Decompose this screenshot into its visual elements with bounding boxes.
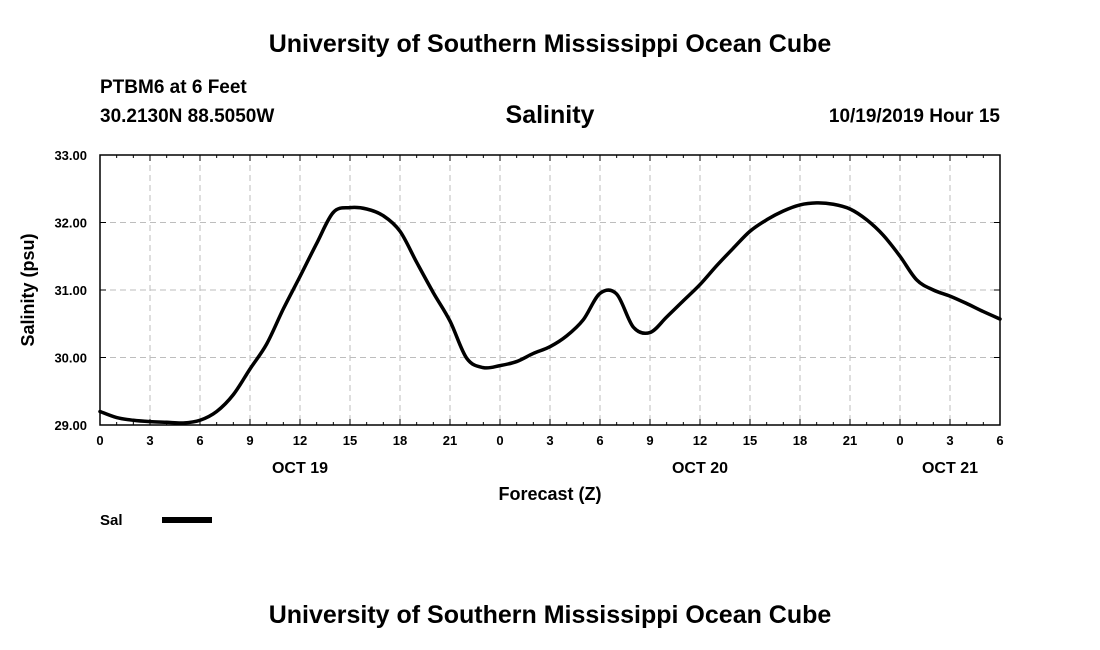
x-tick-label: 0 [896, 433, 903, 448]
page-title: University of Southern Mississippi Ocean… [268, 30, 832, 58]
series-layer [98, 201, 1002, 425]
date-label: OCT 19 [272, 460, 328, 477]
date-label: OCT 20 [672, 460, 728, 477]
forecast-timestamp: 10/19/2019 Hour 15 [828, 106, 1000, 127]
legend-label: Sal [100, 512, 123, 529]
y-tick-label: 33.00 [54, 148, 87, 163]
x-tick-label: 15 [743, 433, 757, 448]
x-tick-label: 15 [343, 433, 357, 448]
x-tick-label: 9 [646, 433, 653, 448]
x-tick-label: 3 [946, 433, 953, 448]
x-tick-label: 12 [293, 433, 307, 448]
x-tick-label: 21 [843, 433, 857, 448]
x-tick-label: 3 [146, 433, 153, 448]
x-tick-label: 21 [443, 433, 457, 448]
date-label: OCT 21 [922, 460, 978, 477]
x-tick-label: 0 [496, 433, 503, 448]
station-name: PTBM6 at 6 Feet [100, 77, 247, 98]
x-tick-label: 6 [996, 433, 1003, 448]
series-line-sal [98, 201, 1002, 425]
x-tick-label: 6 [196, 433, 203, 448]
x-tick-label: 6 [596, 433, 603, 448]
tick-labels: 0 3 6 9 12 15 18 21 0 3 6 9 12 15 18 21 0 3 6 29.00 30.00 31.… [54, 148, 1003, 477]
x-tick-label: 18 [793, 433, 807, 448]
x-tick-label: 9 [246, 433, 253, 448]
y-tick-label: 29.00 [54, 418, 87, 433]
y-tick-label: 32.00 [54, 216, 87, 231]
y-tick-label: 31.00 [54, 283, 87, 298]
y-tick-label: 30.00 [54, 351, 87, 366]
x-tick-label: 3 [546, 433, 553, 448]
x-tick-label: 12 [693, 433, 707, 448]
station-location: 30.2130N 88.5050W [100, 106, 275, 127]
plot-frame [99, 154, 1001, 426]
chart-title: Salinity [505, 101, 595, 129]
footer-title: University of Southern Mississippi Ocean… [268, 601, 832, 629]
grid-lines [100, 155, 1000, 425]
x-tick-label: 0 [96, 433, 103, 448]
x-axis-label: Forecast (Z) [498, 484, 601, 504]
x-tick-label: 18 [393, 433, 407, 448]
y-axis-label: Salinity (psu) [18, 233, 38, 346]
